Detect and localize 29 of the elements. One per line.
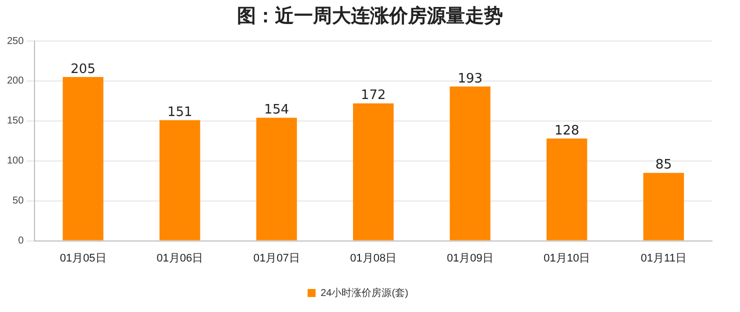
data-label: 151 xyxy=(167,104,192,120)
bar xyxy=(62,76,104,240)
data-label: 172 xyxy=(360,88,386,104)
y-tick-label: 100 xyxy=(6,156,24,167)
bar xyxy=(256,118,297,240)
x-tick-label: 01月08日 xyxy=(350,252,397,264)
y-tick-label: 250 xyxy=(6,36,24,47)
data-label: 85 xyxy=(655,158,672,173)
x-tick-label: 01月10日 xyxy=(544,252,590,264)
data-label: 193 xyxy=(458,71,483,86)
data-label: 154 xyxy=(264,102,289,118)
bar xyxy=(643,172,684,240)
bar xyxy=(546,138,588,240)
x-tick-label: 01月07日 xyxy=(253,252,300,264)
chart-title: 图：近一周大连涨价房源量走势 xyxy=(236,4,504,29)
data-label: 205 xyxy=(70,62,96,77)
y-tick-label: 200 xyxy=(6,76,24,87)
bar xyxy=(353,103,394,240)
y-tick-label: 0 xyxy=(18,236,24,247)
x-tick-label: 01月05日 xyxy=(60,252,106,264)
x-tick-label: 01月06日 xyxy=(156,252,204,264)
data-label: 128 xyxy=(554,123,580,138)
bar xyxy=(450,86,490,240)
bar xyxy=(160,120,200,240)
x-tick-label: 01月11日 xyxy=(640,252,686,264)
y-tick-label: 50 xyxy=(12,196,24,207)
x-tick-label: 01月09日 xyxy=(446,252,494,264)
legend-label: 24小时涨价房源(套) xyxy=(320,286,408,299)
y-tick-label: 150 xyxy=(6,116,24,127)
